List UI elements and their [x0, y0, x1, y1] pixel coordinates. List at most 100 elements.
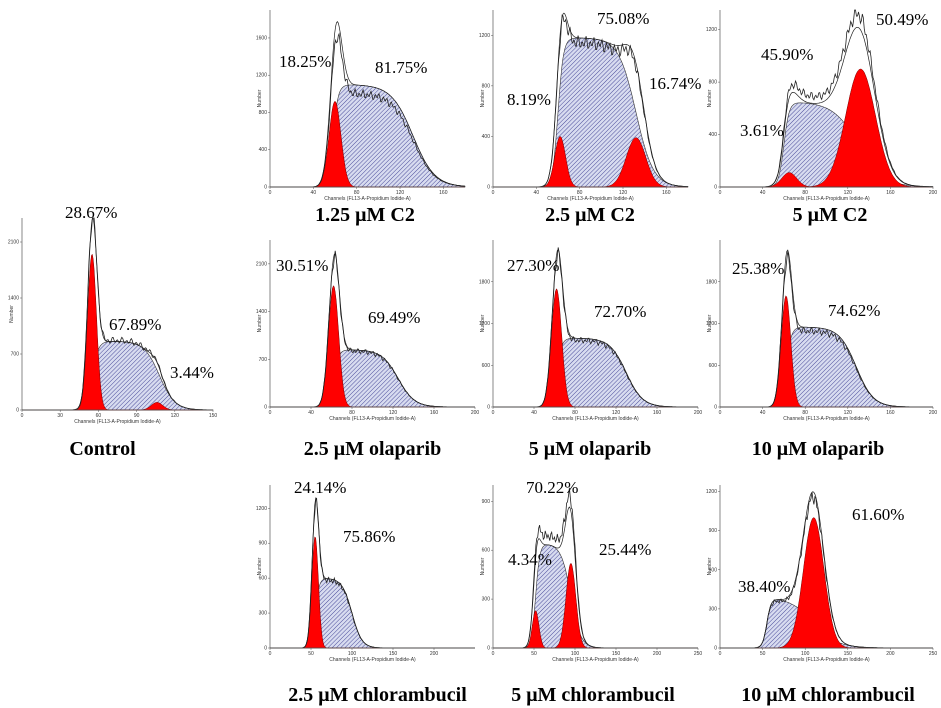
x-tick-label: 0	[492, 651, 495, 657]
y-tick-label: 700	[11, 352, 20, 358]
y-tick-label: 1200	[256, 73, 267, 79]
label-s-chl-10: 38.40%	[738, 577, 791, 596]
y-tick-label: 2100	[8, 240, 19, 246]
x-tick-label: 120	[389, 410, 398, 416]
y-tick-label: 0	[487, 185, 490, 191]
x-tick-label: 200	[430, 651, 439, 657]
histogram-ola-10: 0 40 80 120 160 200 0 600 1200 1800 Channels (FL13…	[706, 240, 937, 422]
x-tick-label: 90	[134, 413, 140, 419]
label-g1-ola-5: 27.30%	[507, 256, 560, 275]
label-g1-ola-10: 25.38%	[732, 259, 785, 278]
histogram-c2-5: 0 40 80 120 160 200 0 400 800 1200 Channels (FL13-…	[706, 9, 938, 202]
y-tick-label: 1600	[256, 35, 267, 41]
x-tick-label: 100	[801, 651, 810, 657]
x-tick-label: 30	[57, 413, 63, 419]
label-s-chl-25: 75.86%	[343, 527, 396, 546]
s-phase-area	[270, 84, 466, 188]
panel-chl-5: 0 50 100 150 200 250 0 300 600 900 Channels (FL13-…	[478, 470, 703, 665]
y-axis-label: Number	[707, 314, 713, 332]
y-tick-label: 0	[264, 405, 267, 411]
x-tick-label: 160	[653, 410, 662, 416]
label-g2-chl-10: 61.60%	[852, 505, 905, 524]
x-tick-label: 160	[886, 410, 895, 416]
caption-control: Control	[69, 438, 136, 460]
s-phase-area	[493, 338, 698, 408]
x-axis-label: Channels (FL13-A-Propidium Iodide-A)	[552, 416, 639, 422]
y-tick-label: 900	[482, 499, 491, 505]
x-tick-label: 40	[308, 410, 314, 416]
y-tick-label: 400	[709, 132, 718, 138]
y-tick-label: 1200	[479, 321, 490, 327]
x-tick-label: 120	[396, 190, 405, 196]
x-tick-label: 200	[471, 410, 480, 416]
x-tick-label: 0	[492, 190, 495, 196]
label-s-c2-25: 75.08%	[597, 9, 650, 28]
label-s-control: 67.89%	[109, 315, 162, 334]
x-tick-label: 80	[802, 190, 808, 196]
panel-c2-25: 0 40 80 120 160 0 400 800 1200 Channels (FL13-A-P…	[478, 5, 701, 205]
y-tick-label: 700	[259, 357, 268, 363]
label-g2-c2-5: 50.49%	[876, 10, 929, 29]
label-s-chl-5: 70.22%	[526, 478, 579, 497]
x-tick-label: 0	[269, 651, 272, 657]
y-axis-label: Number	[707, 557, 713, 575]
data-trace-line	[270, 497, 475, 649]
caption-chl-5: 5 μM chlorambucil	[511, 684, 675, 706]
label-g1-chl-5: 4.34%	[508, 550, 552, 569]
y-tick-label: 0	[714, 646, 717, 652]
label-g1-c2-125: 18.25%	[279, 52, 332, 71]
label-g1-control: 28.67%	[65, 203, 118, 222]
y-axis-label: Number	[257, 314, 263, 332]
s-phase-area	[270, 578, 475, 649]
x-tick-label: 0	[269, 190, 272, 196]
y-tick-label: 1800	[479, 279, 490, 285]
model-envelope-line	[270, 496, 475, 649]
x-axis-label: Channels (FL13-A-Propidium Iodide-A)	[329, 416, 416, 422]
y-axis-label: Number	[480, 89, 486, 107]
s-phase-area	[493, 37, 689, 188]
label-s-ola-10: 74.62%	[828, 301, 881, 320]
x-tick-label: 50	[531, 651, 537, 657]
x-tick-label: 40	[760, 410, 766, 416]
y-tick-label: 600	[482, 363, 491, 369]
y-tick-label: 1200	[479, 33, 490, 39]
y-tick-label: 1200	[706, 489, 717, 495]
x-tick-label: 160	[886, 190, 895, 196]
y-axis-label: Number	[480, 557, 486, 575]
caption-ola-10: 10 μM olaparib	[751, 438, 885, 460]
s-phase-area	[720, 102, 934, 188]
x-tick-label: 200	[694, 410, 703, 416]
x-tick-label: 40	[760, 190, 766, 196]
x-tick-label: 200	[886, 651, 895, 657]
x-tick-label: 0	[719, 410, 722, 416]
x-axis-label: Channels (FL13-A-Propidium Iodide-A)	[329, 657, 416, 663]
caption-c2-5: 5 μM C2	[792, 204, 868, 226]
panel-c2-5: 0 40 80 120 160 200 0 400 800 1200 Channels (FL13-…	[705, 5, 938, 205]
panel-control: 0 30 60 90 120 150 0 700 1400 2100 Channels (FL13-…	[8, 204, 218, 425]
y-tick-label: 800	[709, 80, 718, 86]
x-tick-label: 200	[653, 651, 662, 657]
y-axis-label: Number	[9, 305, 15, 323]
y-tick-label: 400	[482, 134, 491, 140]
y-tick-label: 300	[482, 597, 491, 603]
label-g2-control: 3.44%	[170, 363, 214, 382]
y-tick-label: 300	[259, 611, 268, 617]
x-axis-label: Channels (FL13-A-Propidium Iodide-A)	[74, 419, 161, 425]
x-tick-label: 200	[929, 190, 938, 196]
x-tick-label: 40	[531, 410, 537, 416]
y-tick-label: 400	[259, 147, 268, 153]
y-tick-label: 1200	[706, 27, 717, 33]
s-phase-area	[270, 349, 475, 408]
y-tick-label: 0	[264, 646, 267, 652]
x-tick-label: 150	[844, 651, 853, 657]
x-tick-label: 120	[171, 413, 180, 419]
y-tick-label: 2100	[256, 261, 267, 267]
y-tick-label: 800	[259, 110, 268, 116]
y-tick-label: 600	[709, 567, 718, 573]
histogram-ola-25: 0 40 80 120 160 200 0 700 1400 2100 Channels (FL13…	[256, 240, 480, 422]
g1-peak	[270, 536, 475, 649]
x-tick-label: 100	[348, 651, 357, 657]
label-g2-c2-25: 16.74%	[649, 74, 702, 93]
x-tick-label: 120	[619, 190, 628, 196]
